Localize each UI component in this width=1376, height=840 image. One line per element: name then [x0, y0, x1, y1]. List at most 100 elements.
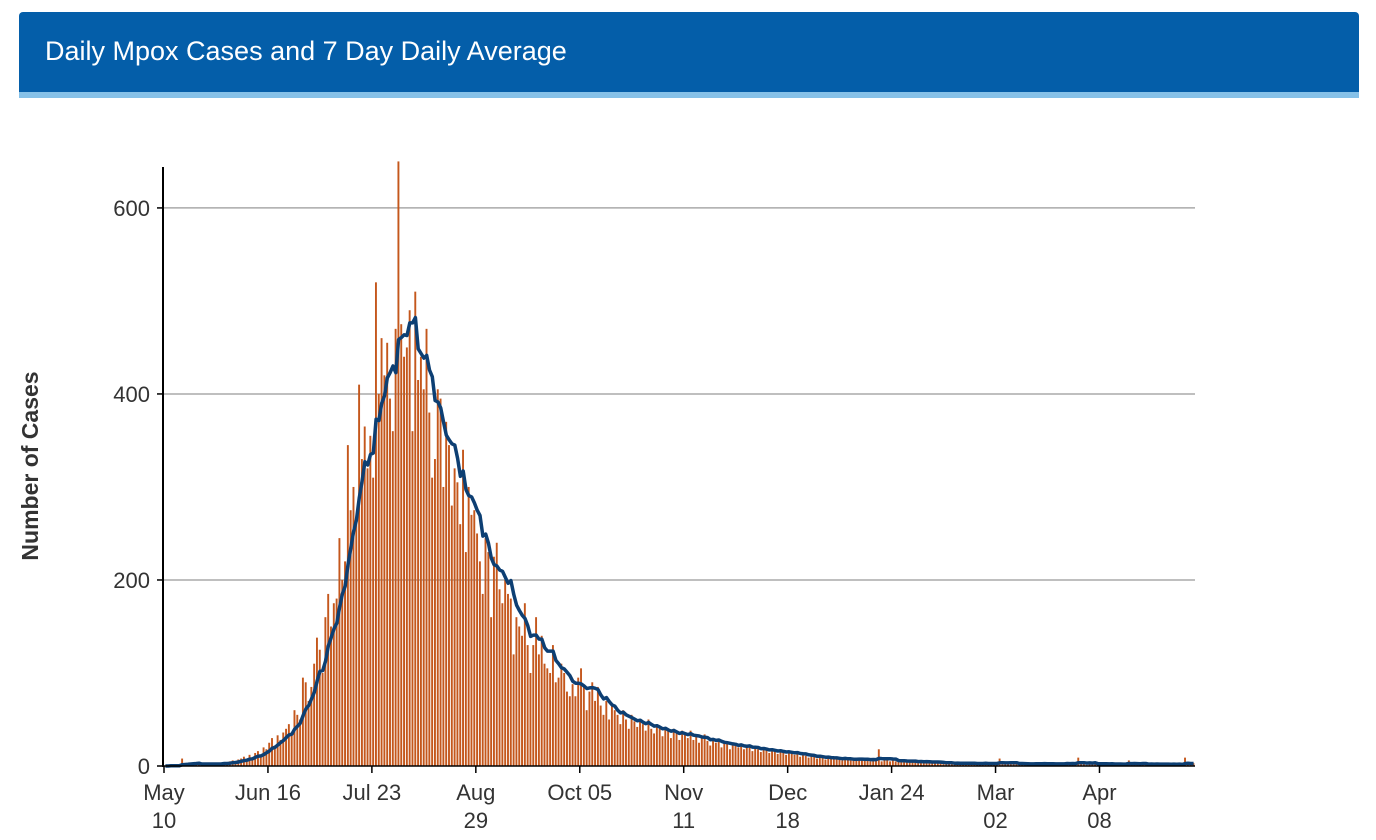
daily-case-bar: [672, 728, 675, 766]
daily-case-bar: [571, 684, 574, 766]
daily-case-bar: [380, 338, 383, 766]
daily-case-bar: [262, 747, 265, 766]
daily-case-bar: [841, 760, 844, 766]
daily-case-bar: [425, 328, 428, 766]
daily-case-bar: [386, 342, 389, 766]
daily-case-bar: [476, 533, 479, 766]
daily-case-bar: [608, 719, 611, 766]
daily-case-bar: [897, 759, 900, 766]
daily-case-bar: [551, 645, 554, 766]
daily-case-bar: [773, 751, 776, 766]
daily-case-bar: [832, 757, 835, 766]
daily-case-bar: [762, 747, 765, 766]
daily-case-bar: [341, 579, 344, 766]
daily-case-bar: [596, 686, 599, 766]
daily-case-bar: [950, 763, 953, 766]
daily-case-bar: [726, 743, 729, 766]
daily-case-bar: [383, 375, 386, 766]
daily-case-bar: [627, 728, 630, 766]
daily-case-bar: [335, 598, 338, 766]
daily-case-bar: [658, 728, 661, 766]
x-tick-label-line2: 10: [152, 808, 176, 833]
daily-case-bar: [1186, 764, 1189, 766]
daily-case-bar: [790, 752, 793, 766]
daily-case-bar: [456, 482, 459, 766]
daily-case-bar: [268, 742, 271, 766]
daily-case-bar: [712, 738, 715, 766]
daily-case-bar: [299, 719, 302, 766]
daily-case-bar: [928, 763, 931, 766]
daily-case-bar: [504, 579, 507, 766]
daily-case-bar: [945, 763, 948, 766]
daily-case-bar: [793, 754, 796, 766]
daily-case-bar: [271, 738, 273, 766]
daily-case-bar: [911, 760, 914, 766]
daily-case-bar: [644, 730, 647, 766]
daily-case-bar: [675, 733, 678, 766]
daily-case-bar: [574, 696, 577, 766]
daily-case-bar: [883, 759, 886, 766]
daily-case-bar: [459, 524, 462, 766]
daily-case-bar: [279, 739, 282, 766]
daily-case-bar: [293, 710, 296, 766]
daily-case-bar: [804, 755, 807, 766]
daily-case-bar: [872, 759, 875, 766]
daily-case-bar: [358, 384, 361, 766]
x-tick-label: Nov: [664, 780, 703, 805]
daily-case-bar: [619, 724, 622, 766]
x-tick-label: Jan 24: [859, 780, 925, 805]
daily-case-bar: [181, 758, 184, 766]
daily-case-bar: [855, 759, 858, 766]
x-tick-label: Oct 05: [547, 780, 612, 805]
daily-case-bar: [768, 752, 771, 766]
daily-case-bar: [807, 757, 810, 766]
daily-case-bar: [582, 686, 585, 766]
daily-case-bar: [653, 733, 656, 766]
daily-case-bar: [566, 691, 568, 766]
daily-case-bar: [535, 617, 538, 766]
daily-case-bar: [439, 398, 442, 766]
daily-case-bar: [866, 759, 869, 766]
daily-case-bar: [532, 645, 535, 766]
daily-case-bar: [599, 705, 602, 766]
daily-case-bar: [560, 663, 563, 766]
daily-case-bar: [922, 762, 925, 766]
daily-case-bar: [681, 730, 684, 766]
daily-case-bar: [321, 672, 324, 766]
daily-case-bar: [526, 645, 529, 766]
daily-case-bar: [891, 760, 894, 766]
daily-case-bar: [344, 561, 347, 766]
daily-case-bar: [686, 738, 689, 766]
daily-case-bar: [338, 538, 341, 766]
daily-case-bar: [641, 724, 644, 766]
daily-case-bar: [838, 758, 841, 766]
daily-case-bar: [765, 750, 768, 766]
daily-case-bar: [580, 668, 582, 766]
daily-case-bar: [495, 542, 498, 766]
daily-case-bar: [647, 719, 650, 766]
header-stripe: [19, 92, 1359, 98]
daily-case-bar: [487, 552, 490, 766]
y-tick-label: 0: [138, 754, 150, 779]
daily-case-bar: [886, 760, 889, 766]
daily-case-bar: [301, 677, 304, 766]
daily-case-bar: [816, 758, 818, 766]
daily-case-bar: [863, 758, 866, 766]
daily-case-bar: [900, 762, 903, 766]
daily-case-bar: [852, 760, 855, 766]
x-tick-label-line2: 11: [672, 808, 695, 833]
daily-case-bar: [369, 435, 372, 766]
daily-case-bar: [296, 714, 299, 766]
daily-case-bar: [521, 635, 523, 766]
daily-case-bar: [734, 745, 737, 766]
daily-case-bar: [771, 749, 774, 766]
daily-case-bar: [821, 757, 824, 766]
daily-case-bar: [717, 739, 720, 766]
daily-case-bar: [731, 742, 734, 766]
daily-case-bar: [1001, 763, 1004, 766]
x-tick-label: May: [143, 780, 185, 805]
daily-case-bar: [714, 742, 717, 766]
daily-case-bar: [602, 714, 605, 766]
daily-case-bar: [481, 593, 484, 766]
daily-case-bar: [568, 696, 571, 766]
